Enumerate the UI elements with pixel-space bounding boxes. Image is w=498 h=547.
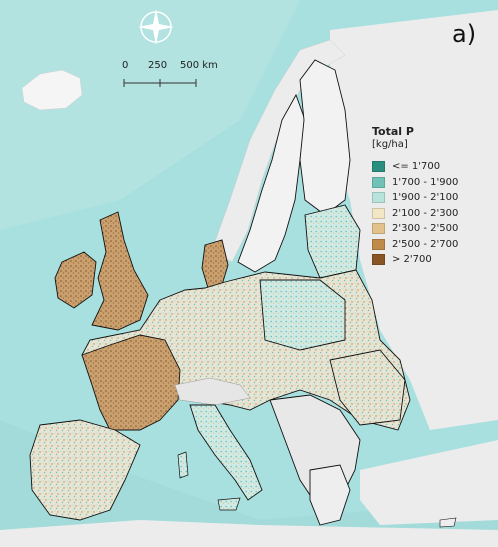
legend-swatch xyxy=(372,161,385,173)
legend-item: <= 1'700 xyxy=(372,159,494,175)
legend-item: 2'300 - 2'500 xyxy=(372,221,494,237)
legend: Total P [kg/ha] <= 1'700 1'700 - 1'900 1'9… xyxy=(372,125,494,268)
legend-item: 1'700 - 1'900 xyxy=(372,175,494,191)
scale-label-500: 500 km xyxy=(180,60,218,71)
legend-label: <= 1'700 xyxy=(392,161,441,173)
scale-bar xyxy=(123,79,197,87)
sea-shading xyxy=(0,0,300,230)
legend-swatch xyxy=(372,223,385,235)
scale-label-0: 0 xyxy=(122,60,129,71)
iceland xyxy=(21,69,83,111)
non-eu-east xyxy=(330,10,498,430)
scale-label-250: 250 xyxy=(148,60,168,71)
greece xyxy=(309,464,351,526)
turkey xyxy=(360,440,498,525)
legend-item: 2'100 - 2'300 xyxy=(372,206,494,222)
alps xyxy=(174,377,251,406)
panel-label: a) xyxy=(452,20,477,48)
norway xyxy=(211,39,346,263)
legend-item: > 2'700 xyxy=(372,252,494,268)
north-africa xyxy=(0,520,498,547)
cyprus xyxy=(439,517,457,528)
legend-swatch xyxy=(372,254,385,266)
legend-items: <= 1'700 1'700 - 1'900 1'900 - 2'100 2'100 … xyxy=(372,159,494,268)
sicily xyxy=(217,497,241,511)
france xyxy=(81,334,181,431)
legend-item: 1'900 - 2'100 xyxy=(372,190,494,206)
legend-item: 2'500 - 2'700 xyxy=(372,237,494,253)
scale-bar-labels: 0 250 500 km xyxy=(118,60,218,90)
poland xyxy=(259,279,346,351)
legend-swatch xyxy=(372,238,385,250)
legend-swatch xyxy=(372,207,385,219)
italy xyxy=(189,404,263,501)
ireland xyxy=(54,251,97,309)
iberia xyxy=(29,419,141,521)
legend-swatch xyxy=(372,192,385,204)
great-britain xyxy=(91,211,149,331)
legend-label: 2'100 - 2'300 xyxy=(392,207,459,219)
finland xyxy=(299,59,351,216)
legend-swatch xyxy=(372,176,385,188)
romania xyxy=(329,349,406,426)
legend-label: > 2'700 xyxy=(392,254,432,266)
legend-label: 1'900 - 2'100 xyxy=(392,192,459,204)
legend-label: 2'300 - 2'500 xyxy=(392,223,459,235)
legend-label: 2'500 - 2'700 xyxy=(392,238,459,250)
sardinia xyxy=(177,451,189,479)
compass-rose-icon xyxy=(137,8,175,46)
legend-label: 1'700 - 1'900 xyxy=(392,176,459,188)
legend-unit: [kg/ha] xyxy=(372,139,408,150)
legend-title: Total P xyxy=(372,125,414,138)
